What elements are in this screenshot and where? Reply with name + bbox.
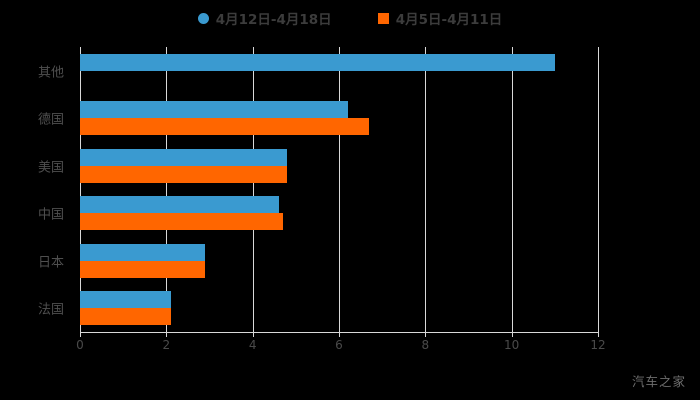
bar-series-1[interactable]: [80, 148, 288, 166]
bar-series-1[interactable]: [80, 53, 555, 71]
gridline: [339, 47, 340, 332]
y-axis-label: 其他: [37, 65, 64, 81]
y-axis-label: 日本: [37, 255, 64, 271]
bar-series-2[interactable]: [80, 213, 283, 231]
bar-series-1[interactable]: [80, 101, 348, 119]
bar-series-1[interactable]: [80, 196, 279, 214]
y-axis-label: 中国: [37, 207, 64, 223]
gridline: [80, 47, 81, 332]
gridline: [511, 47, 513, 332]
x-axis-tick-label: 12: [590, 338, 606, 352]
bar-series-1[interactable]: [80, 291, 171, 309]
legend-swatch-square-icon: [377, 12, 389, 24]
gridline: [252, 47, 254, 332]
bar-series-2[interactable]: [80, 165, 288, 183]
x-axis-tick: [252, 332, 254, 337]
x-axis-tick-label: 0: [76, 338, 84, 352]
y-axis-label: 法国: [37, 302, 64, 318]
y-axis-label: 美国: [37, 160, 64, 176]
x-axis-tick: [339, 332, 340, 337]
legend-label-series-2: 4月5日-4月11日: [395, 12, 503, 28]
gridline: [166, 47, 168, 332]
bar-series-2[interactable]: [80, 118, 370, 136]
x-axis-tick: [511, 332, 513, 337]
x-axis-tick-label: 6: [335, 338, 343, 352]
legend-label-series-1: 4月12日-4月18日: [215, 12, 332, 28]
plot-area: [80, 47, 599, 332]
bar-series-1[interactable]: [80, 243, 206, 261]
x-axis-tick-label: 8: [421, 338, 430, 352]
gridline: [598, 47, 599, 332]
legend-item-series-1[interactable]: 4月12日-4月18日: [197, 8, 332, 28]
x-axis-tick: [80, 332, 81, 337]
x-axis-tick-label: 2: [162, 338, 171, 352]
legend-swatch-circle-icon: [197, 12, 209, 24]
y-axis-label: 德国: [37, 112, 64, 128]
gridline: [425, 47, 427, 332]
x-axis-tick: [166, 332, 168, 337]
x-axis-tick: [425, 332, 427, 337]
bar-series-2[interactable]: [80, 308, 171, 326]
y-axis-labels: 其他德国美国中国日本法国: [0, 47, 72, 332]
x-axis-tick-label: 4: [248, 338, 257, 352]
legend-item-series-2[interactable]: 4月5日-4月11日: [377, 8, 503, 28]
bar-series-2[interactable]: [80, 260, 206, 278]
x-axis-tick: [598, 332, 599, 337]
chart-legend: 4月12日-4月18日 4月5日-4月11日: [0, 8, 700, 28]
watermark: 汽车之家: [631, 374, 686, 389]
x-axis-tick-label: 10: [504, 338, 520, 352]
